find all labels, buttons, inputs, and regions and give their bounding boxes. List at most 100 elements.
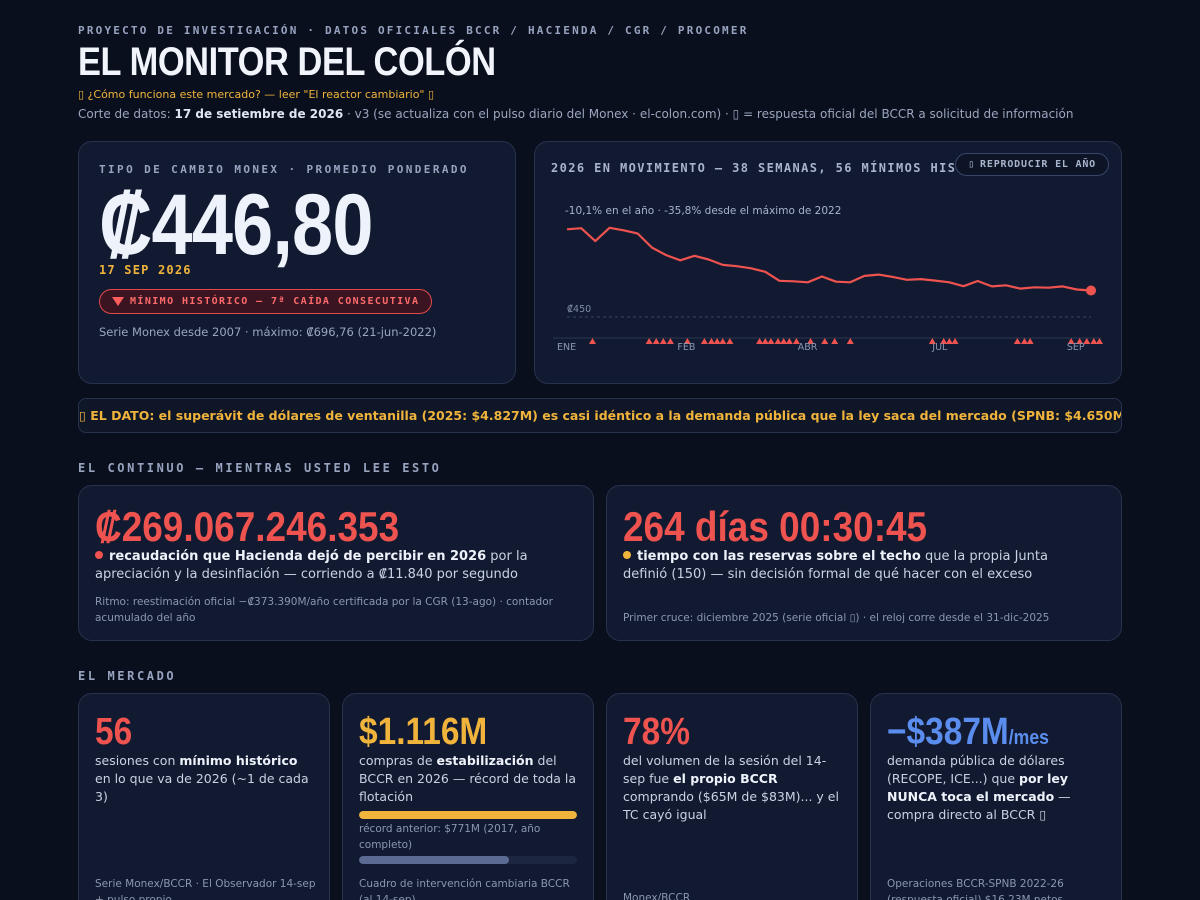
year-chart-card: 2026 EN MOVIMIENTO — 38 SEMANAS, 56 MÍNI… bbox=[534, 141, 1122, 384]
line-chart: ₡450 ENE FEB ABR JUL SEP bbox=[553, 226, 1103, 353]
stat-card-record-sessions: 56 sesiones con mínimo histórico en lo q… bbox=[78, 693, 330, 900]
x-tick-label: ENE bbox=[557, 342, 576, 353]
revenue-counter-desc-bold: recaudación que Hacienda dejó de percibi… bbox=[109, 549, 487, 564]
stat-source: Operaciones BCCR-SPNB 2022-26 (respuesta… bbox=[887, 878, 1064, 900]
section-continuo-label: EL CONTINUO — MIENTRAS USTED LEE ESTO bbox=[78, 461, 442, 475]
record-low-marker bbox=[792, 338, 800, 344]
reserves-clock-value: 264 días 00:30:45 bbox=[623, 503, 928, 550]
chart-title: 2026 EN MOVIMIENTO — 38 SEMANAS, 56 MÍNI… bbox=[551, 161, 1052, 175]
data-ticker: ▯ EL DATO: el superávit de dólares de ve… bbox=[78, 398, 1122, 433]
stat-desc-bold: por ley NUNCA toca el mercado bbox=[887, 771, 1068, 804]
stat-desc: del volumen de la sesión del 14-sep fue … bbox=[623, 752, 845, 824]
yellow-dot-icon bbox=[623, 551, 631, 559]
record-low-marker bbox=[700, 338, 708, 344]
record-low-marker bbox=[1095, 338, 1103, 344]
rate-value: ₡446,80 bbox=[99, 177, 373, 273]
record-low-marker bbox=[767, 338, 775, 344]
record-low-marker bbox=[831, 338, 839, 344]
reserves-clock-desc-bold: tiempo con las reservas sobre el techo bbox=[637, 549, 921, 564]
record-low-marker bbox=[821, 338, 829, 344]
record-low-marker bbox=[761, 338, 769, 344]
stat-desc-pre: del volumen de la sesión del 14-sep fue bbox=[623, 753, 827, 786]
stat-desc-post: en lo que va de 2026 (~1 de cada 3) bbox=[95, 771, 309, 804]
stat-value: −$387M/mes bbox=[887, 711, 1049, 754]
stat-card-public-demand: −$387M/mes demanda pública de dólares (R… bbox=[870, 693, 1122, 900]
record-low-marker bbox=[774, 338, 782, 344]
project-kicker: PROYECTO DE INVESTIGACIÓN · DATOS OFICIA… bbox=[78, 24, 749, 37]
stat-desc: demanda pública de dólares (RECOPE, ICE.… bbox=[887, 752, 1109, 824]
stat-desc-pre: compras de bbox=[359, 753, 437, 768]
x-tick-label: FEB bbox=[677, 342, 695, 353]
record-low-marker bbox=[719, 338, 727, 344]
record-low-marker bbox=[1020, 338, 1028, 344]
stat-desc-bold: mínimo histórico bbox=[179, 753, 298, 768]
record-low-marker bbox=[659, 338, 667, 344]
x-tick-label: SEP bbox=[1067, 342, 1085, 353]
stat-value: 78% bbox=[623, 711, 690, 753]
revenue-counter-desc: recaudación que Hacienda dejó de percibi… bbox=[95, 548, 565, 584]
record-low-marker bbox=[846, 338, 854, 344]
record-low-marker bbox=[1076, 338, 1084, 344]
record-low-marker bbox=[1013, 338, 1021, 344]
stat-desc-bold: estabilización bbox=[436, 753, 534, 768]
stat-desc-bold: el propio BCCR bbox=[673, 771, 778, 786]
record-low-marker bbox=[785, 338, 793, 344]
record-low-marker bbox=[713, 338, 721, 344]
rate-label: TIPO DE CAMBIO MONEX · PROMEDIO PONDERAD… bbox=[99, 163, 469, 176]
replay-icon: ▯ bbox=[968, 159, 976, 170]
previous-record-bar bbox=[359, 856, 577, 864]
latest-value-point bbox=[1086, 285, 1096, 296]
stat-value: 56 bbox=[95, 711, 133, 753]
stat-source: Serie Monex/BCCR · El Observador 14-sep … bbox=[95, 878, 316, 900]
record-low-marker bbox=[588, 338, 596, 344]
record-low-marker bbox=[807, 338, 815, 344]
record-low-marker bbox=[666, 338, 674, 344]
reserves-clock-desc-rest: que la propia Junta definió (150) — sin … bbox=[623, 549, 1048, 582]
series-line bbox=[566, 226, 1092, 292]
stat-desc-pre: sesiones con bbox=[95, 753, 180, 768]
reserves-clock-desc: tiempo con las reservas sobre el techo q… bbox=[623, 548, 1093, 584]
revenue-counter-desc-rest: por la apreciación y la desinflación — c… bbox=[95, 549, 528, 582]
rate-date: 17 SEP 2026 bbox=[99, 263, 192, 277]
record-low-marker bbox=[928, 338, 936, 344]
revenue-counter-foot: Ritmo: reestimación oficial −₡373.390M/a… bbox=[95, 596, 553, 624]
section-mercado-label: EL MERCADO bbox=[78, 669, 177, 683]
stat-desc: compras de estabilización del BCCR en 20… bbox=[359, 752, 581, 806]
record-low-marker bbox=[780, 338, 788, 344]
record-low-marker bbox=[726, 338, 734, 344]
down-triangle-icon bbox=[112, 297, 124, 306]
record-low-marker bbox=[1026, 338, 1034, 344]
revenue-counter-value: ₡269.067.246.353 bbox=[95, 503, 400, 550]
stat-desc-pre: demanda pública de dólares (RECOPE, ICE.… bbox=[887, 753, 1065, 786]
data-cut-line: Corte de datos: 17 de setiembre de 2026 … bbox=[78, 107, 1073, 121]
record-low-marker bbox=[645, 338, 653, 344]
record-low-marker bbox=[707, 338, 715, 344]
revenue-counter-card: ₡269.067.246.353 recaudación que Haciend… bbox=[78, 485, 594, 641]
ticker-text: ▯ EL DATO: el superávit de dólares de ve… bbox=[79, 408, 1121, 423]
record-low-marker bbox=[945, 338, 953, 344]
previous-record-bar-fill bbox=[359, 856, 510, 864]
stat-source: Cuadro de intervención cambiaria BCCR (a… bbox=[359, 878, 570, 900]
record-low-marker bbox=[683, 338, 691, 344]
stat-desc: sesiones con mínimo histórico en lo que … bbox=[95, 752, 317, 806]
x-tick-label: ABR bbox=[798, 342, 818, 353]
record-low-marker bbox=[951, 338, 959, 344]
record-low-badge: MÍNIMO HISTÓRICO — 7ª CAÍDA CONSECUTIVA bbox=[99, 289, 433, 314]
record-low-marker bbox=[1083, 338, 1091, 344]
stat-value-unit: /mes bbox=[1008, 727, 1049, 749]
x-tick-label: JUL bbox=[931, 342, 948, 353]
stat-desc-post: comprando ($65M de $83M)... y el TC cayó… bbox=[623, 789, 839, 822]
record-low-marker bbox=[1067, 338, 1075, 344]
stat-desc-post: — compra directo al BCCR ▯ bbox=[887, 789, 1071, 822]
stat-source: Monex/BCCR bbox=[623, 892, 691, 900]
explainer-link[interactable]: ▯ ¿Cómo funciona este mercado? — leer "E… bbox=[78, 88, 435, 101]
reserves-clock-card: 264 días 00:30:45 tiempo con las reserva… bbox=[606, 485, 1122, 641]
previous-record-note: récord anterior: $771M (2017, año comple… bbox=[359, 823, 541, 851]
cut-suffix: · v3 (se actualiza con el pulso diario d… bbox=[343, 107, 1074, 121]
replay-year-button[interactable]: ▯ REPRODUCIR EL AÑO bbox=[955, 153, 1109, 176]
record-low-marker bbox=[940, 338, 948, 344]
rate-series-note: Serie Monex desde 2007 · máximo: ₡696,76… bbox=[99, 325, 437, 339]
record-low-marker bbox=[756, 338, 764, 344]
reserves-clock-foot: Primer cruce: diciembre 2025 (serie ofic… bbox=[623, 612, 1050, 624]
stat-value: $1.116M bbox=[359, 711, 488, 753]
